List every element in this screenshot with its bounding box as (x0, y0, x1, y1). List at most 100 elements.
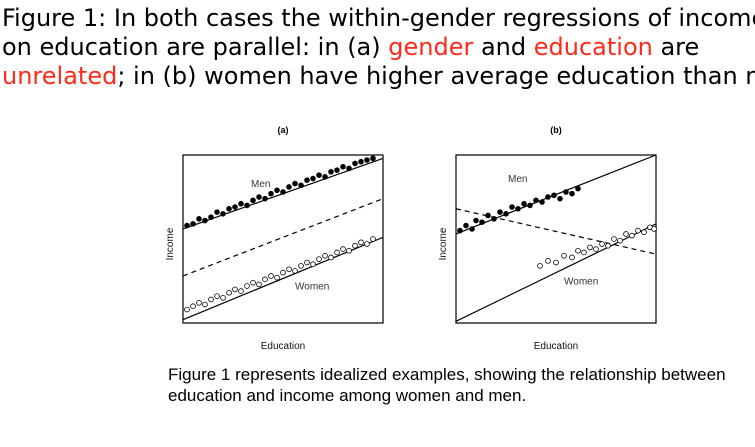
men-point (190, 221, 196, 227)
women-point (370, 236, 376, 242)
headline-line-1: Figure 1: In both cases the within-gende… (2, 4, 755, 33)
headline-text: are (652, 33, 700, 61)
women-point (274, 274, 280, 281)
women-point (569, 254, 575, 261)
men-point (358, 158, 364, 165)
men-point (551, 192, 557, 199)
women-point (244, 283, 250, 289)
men-point (352, 160, 358, 167)
women-point (208, 296, 214, 303)
headline-text: Figure 1: In both cases the within-gende… (2, 4, 755, 32)
women-point (250, 279, 256, 286)
women-point (214, 293, 220, 299)
women-label: Women (295, 281, 329, 292)
men-point (563, 189, 569, 195)
highlight-gender: gender (388, 33, 474, 61)
men-point (208, 214, 214, 220)
men-point (364, 157, 370, 163)
men-point (244, 202, 250, 209)
plot-frame (455, 154, 657, 324)
women-point (184, 306, 190, 313)
women-point (651, 226, 657, 232)
men-point (232, 204, 238, 210)
men-point (503, 211, 509, 217)
y-axis-label: Income (438, 227, 449, 260)
men-point (539, 199, 545, 205)
figure-caption: Figure 1 represents idealized examples, … (168, 365, 726, 405)
women-point (298, 263, 304, 269)
men-point (527, 202, 533, 209)
men-point (346, 165, 352, 172)
women-point (340, 246, 346, 252)
men-point (457, 227, 463, 234)
women-point (575, 247, 581, 254)
women-point (328, 254, 334, 261)
women-point (545, 258, 551, 264)
men-point (262, 195, 268, 202)
women-point (593, 246, 599, 252)
women-point (196, 300, 202, 306)
men-point (196, 216, 202, 222)
women-point (629, 232, 635, 239)
women-point (623, 231, 629, 237)
women-point (280, 269, 286, 276)
men-label: Men (508, 174, 527, 185)
women-point (587, 244, 593, 251)
women-point (292, 268, 298, 274)
women-point (226, 289, 232, 296)
men-point (509, 204, 515, 210)
women-point (334, 249, 340, 256)
men-point (298, 182, 304, 189)
men-point (238, 200, 244, 207)
men-point (250, 197, 256, 204)
women-point (617, 237, 623, 244)
men-point (575, 185, 581, 192)
men-label: Men (251, 179, 270, 190)
y-axis-label: Income (165, 227, 176, 260)
women-point (561, 253, 567, 259)
women-point (611, 236, 617, 242)
men-point (463, 222, 469, 229)
men-point (334, 167, 340, 173)
headline-line-2: on education are parallel: in (a) gender… (2, 33, 755, 62)
men-point (469, 226, 475, 232)
pooled-regression-line (455, 208, 657, 255)
women-point (286, 266, 292, 273)
men-point (256, 194, 262, 200)
men-point (521, 200, 527, 207)
men-point (274, 187, 280, 194)
women-point (190, 303, 196, 310)
women-point (346, 247, 352, 254)
women-label: Women (564, 276, 598, 287)
x-axis-label: Education (534, 341, 578, 352)
men-point (268, 190, 274, 197)
women-point (599, 241, 605, 247)
men-point (328, 169, 334, 175)
women-point (202, 301, 208, 308)
men-point (485, 212, 491, 219)
men-point (226, 205, 232, 212)
women-point (605, 242, 611, 249)
men-point (557, 195, 563, 202)
men-point (370, 155, 376, 162)
chart-title: (a) (278, 125, 289, 135)
women-point (310, 261, 316, 268)
men-point (533, 197, 539, 204)
women-point (635, 227, 641, 234)
men-point (202, 217, 208, 224)
men-point (220, 211, 226, 217)
women-point (238, 288, 244, 294)
men-point (292, 180, 298, 187)
women-point (553, 259, 559, 266)
women-point (352, 242, 358, 249)
chart-panel-a: (a) Education Income Men Women (165, 125, 384, 352)
headline-text: and (473, 33, 534, 61)
men-point (280, 189, 286, 195)
chart-panel-b: (b) Education Income Men Women (438, 125, 657, 352)
women-point (364, 241, 370, 247)
x-axis-label: Education (261, 341, 305, 352)
women-point (262, 276, 268, 283)
men-point (310, 175, 316, 182)
highlight-unrelated: unrelated (2, 62, 118, 90)
